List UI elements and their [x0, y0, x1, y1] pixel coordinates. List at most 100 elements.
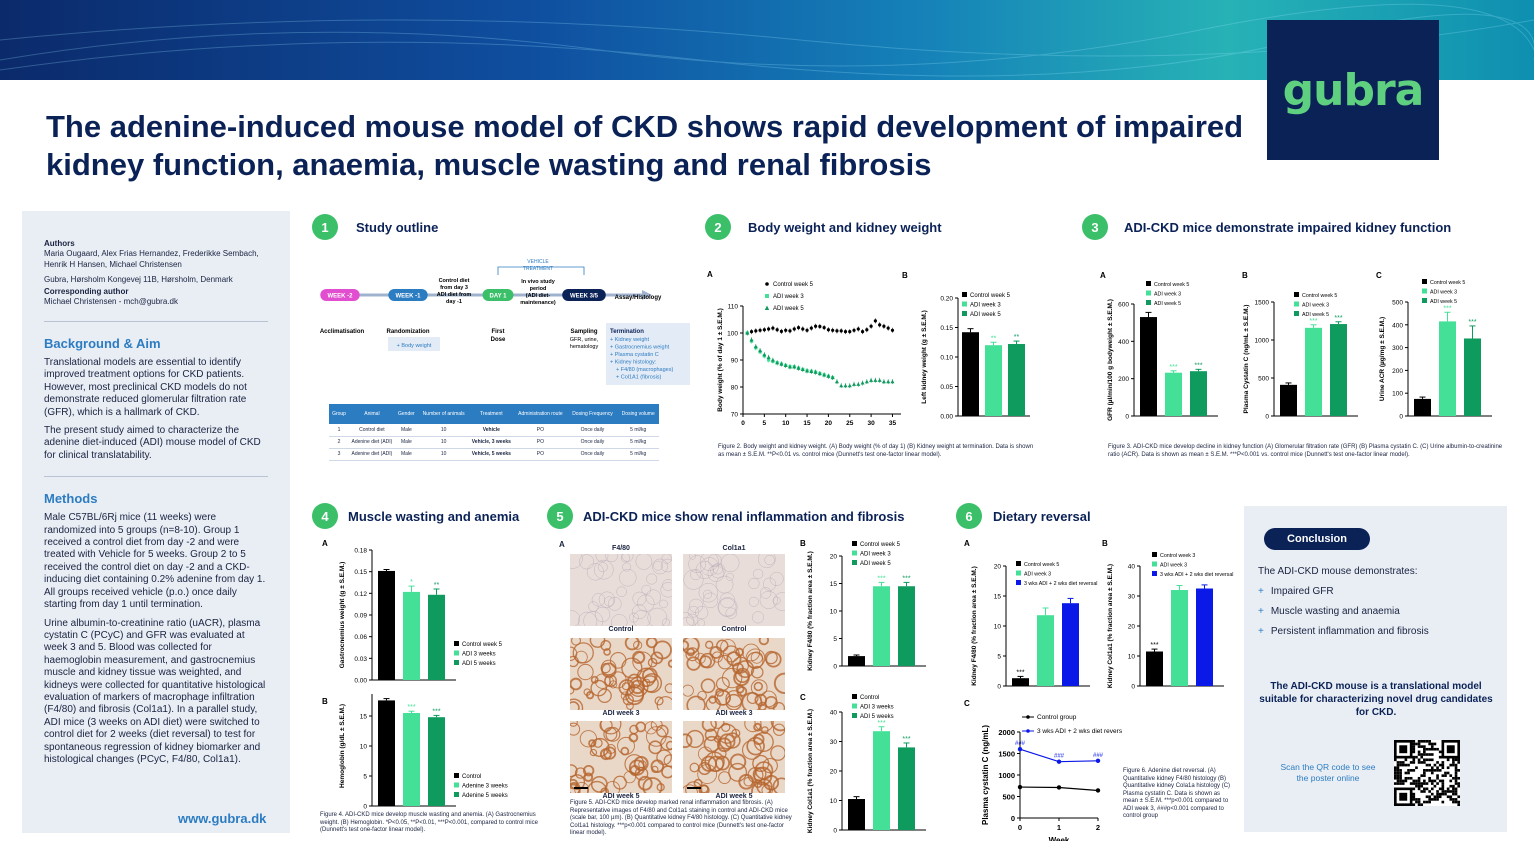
qr-module	[1449, 798, 1453, 801]
tissue-mark	[598, 591, 616, 608]
bar	[1062, 603, 1079, 686]
data-point	[848, 330, 852, 334]
bar	[1146, 651, 1163, 686]
tissue-mark	[752, 767, 767, 781]
significance-label: ***	[1334, 315, 1342, 322]
table-cell: Vehicle	[469, 424, 514, 437]
section-number: 2	[705, 214, 731, 240]
qr-module	[1428, 742, 1431, 746]
y-tick-label: 0.12	[354, 591, 367, 598]
y-tick-label: 0.00	[354, 678, 367, 685]
tissue-mark	[664, 683, 672, 694]
legend-label: ADI 3 weeks	[462, 652, 496, 658]
table-body: 1 Control diet Male 10 Vehicle PO Once daily 5 …	[329, 424, 659, 461]
tissue-mark	[751, 611, 765, 624]
qr-module	[1425, 758, 1429, 762]
legend-swatch	[852, 703, 857, 709]
qr-module	[1449, 774, 1453, 777]
qr-module	[1396, 771, 1400, 775]
qr-module	[1417, 782, 1421, 785]
y-tick-label: 90	[731, 358, 739, 365]
tissue-mark	[661, 554, 672, 564]
qr-module	[1423, 740, 1426, 743]
tissue-mark	[744, 721, 762, 733]
tissue-mark	[721, 722, 731, 732]
vehicle-label: VEHICLE	[527, 259, 549, 265]
qr-module	[1441, 792, 1445, 796]
y-tick-label: 300	[1392, 345, 1403, 352]
y-tick-label: 10	[1128, 654, 1136, 661]
qr-module	[1396, 782, 1400, 785]
tissue-mark	[729, 753, 747, 771]
y-tick-label: 400	[1118, 339, 1129, 346]
tissue-mark	[648, 740, 663, 755]
qr-module	[1438, 763, 1442, 767]
qr-module	[1457, 758, 1460, 762]
vehicle-label: TREATMENT	[523, 266, 553, 272]
qr-module	[1399, 782, 1402, 785]
tissue-mark	[570, 646, 578, 661]
qr-module	[1457, 769, 1460, 772]
chart-gastrocnemius: A 0.00 0.03 0.06 0.09 0.12 0.15 0.18 Gastrocnemi…	[322, 539, 503, 685]
qr-module	[1454, 800, 1458, 804]
timeline-pill-label: DAY 1	[489, 294, 507, 300]
data-point	[882, 324, 886, 328]
background-heading: Background & Aim	[44, 336, 161, 351]
bar	[1171, 590, 1188, 686]
data-point	[771, 326, 775, 330]
methods-heading: Methods	[44, 491, 98, 507]
qr-module	[1404, 758, 1408, 762]
data-point	[758, 348, 763, 353]
chart-plasma-cystatin: B 0 500 1000 1500 Plasma Cystatin C (ng/mL ± …	[1242, 271, 1358, 421]
tissue-mark	[758, 638, 770, 646]
qr-module	[1394, 758, 1397, 762]
sampling-detail: GFR, urine,	[570, 337, 599, 343]
data-point	[831, 328, 835, 332]
tissue-mark	[683, 784, 698, 793]
website-link[interactable]: www.gubra.dk	[178, 811, 267, 826]
bar	[848, 799, 865, 830]
legend-swatch	[852, 694, 857, 699]
tissue-mark	[661, 618, 671, 626]
bar	[1305, 327, 1322, 416]
data-point	[864, 379, 869, 384]
qr-module	[1401, 782, 1405, 785]
bar	[1330, 324, 1347, 416]
y-tick-label: 20	[1128, 624, 1136, 631]
qr-module	[1446, 790, 1450, 793]
qr-module	[1438, 792, 1442, 796]
tissue-mark	[595, 554, 609, 563]
qr-module	[1457, 803, 1460, 806]
qr-module	[1454, 769, 1458, 772]
tissue-mark	[686, 647, 696, 657]
qr-module	[1412, 745, 1416, 748]
timeline-label: Sampling	[570, 329, 597, 335]
diet-label: ADI diet from	[437, 292, 472, 298]
table-cell: 5 ml/kg	[617, 436, 659, 449]
tissue-mark	[586, 563, 604, 581]
study-design-table: Group Animal Gender Number of animals Treatm…	[329, 404, 659, 461]
qr-module	[1457, 776, 1460, 780]
y-tick-label: 15	[830, 581, 838, 588]
table-row: 3 Adenine diet (ADI) Male 10 Vehicle, 5 week…	[329, 448, 659, 461]
significance-label: ***	[1194, 362, 1202, 369]
qr-code-icon[interactable]	[1394, 740, 1460, 806]
bar	[1008, 344, 1025, 416]
significance-label: ***	[902, 575, 910, 582]
tissue-mark	[683, 684, 694, 697]
randomization-item: + Body weight	[397, 343, 432, 349]
legend-swatch	[962, 311, 967, 316]
tissue-mark	[599, 748, 612, 761]
legend-swatch	[765, 294, 769, 298]
qr-module	[1417, 742, 1421, 746]
tissue-mark	[746, 736, 765, 756]
legend-label: Control week 5	[1430, 280, 1465, 286]
significance-label: ###	[1093, 753, 1104, 759]
table-cell: 10	[417, 424, 470, 437]
tissue-mark	[697, 690, 707, 701]
timeline-arrow	[642, 290, 652, 300]
qr-module	[1409, 776, 1413, 780]
data-point	[767, 358, 771, 362]
section-number: 4	[312, 503, 338, 529]
data-point	[873, 319, 877, 323]
